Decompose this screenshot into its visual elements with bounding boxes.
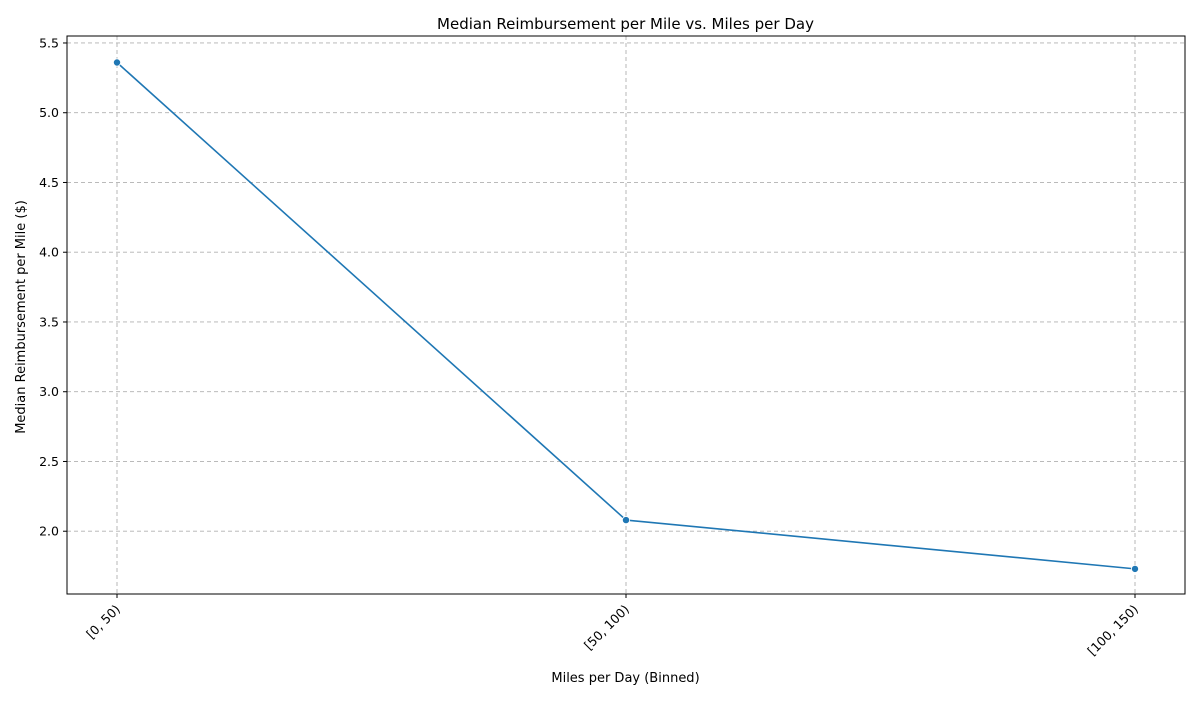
- axes: [66, 35, 1186, 595]
- x-tick-label: [100, 150): [1084, 602, 1141, 659]
- data-point: [113, 58, 122, 67]
- y-axis-label: Median Reimbursement per Mile ($): [14, 200, 29, 434]
- y-axis-ticks: 2.0 2.5 3.0 3.5 4.0 4.5 5.0 5.5: [39, 35, 67, 539]
- data-point: [622, 516, 631, 525]
- plot-frame: [66, 35, 1186, 595]
- y-tick-label: 4.0: [39, 245, 59, 260]
- series-layer: [113, 58, 1140, 573]
- y-tick-label: 5.0: [39, 105, 59, 120]
- y-tick-label: 5.5: [39, 35, 59, 50]
- y-tick-label: 3.0: [39, 384, 59, 399]
- x-tick-label: [50, 100): [581, 602, 632, 653]
- grid-lines: [67, 36, 1185, 594]
- x-axis-label: Miles per Day (Binned): [551, 671, 699, 686]
- y-tick-label: 2.5: [39, 454, 59, 469]
- x-axis-ticks: [0, 50) [50, 100) [100, 150): [83, 594, 1141, 658]
- y-tick-label: 3.5: [39, 314, 59, 329]
- x-tick-label: [0, 50): [83, 602, 123, 642]
- chart-title: Median Reimbursement per Mile vs. Miles …: [437, 15, 814, 33]
- y-tick-label: 2.0: [39, 524, 59, 539]
- y-tick-label: 4.5: [39, 175, 59, 190]
- data-point: [1131, 564, 1140, 573]
